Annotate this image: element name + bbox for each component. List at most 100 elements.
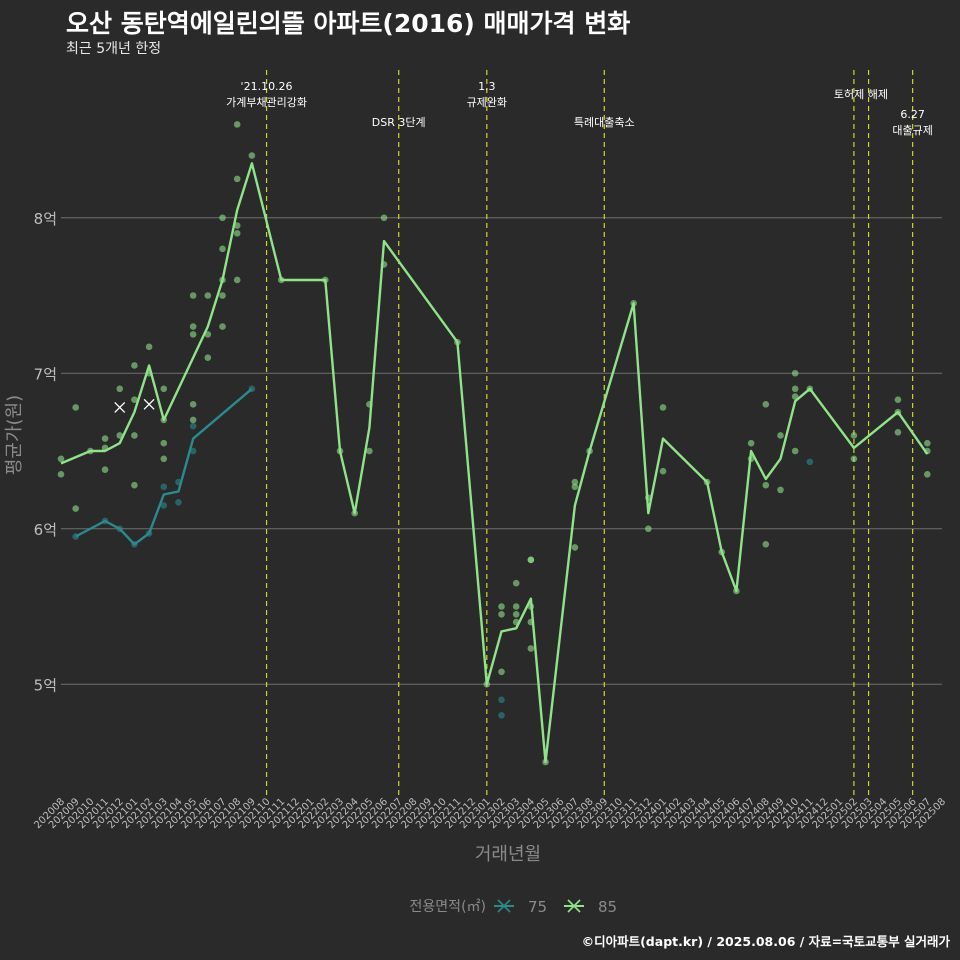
point-series-85 [72,505,79,512]
point-series-85 [498,603,505,610]
point-series-85 [894,396,902,403]
point-series-85 [659,467,667,475]
point-series-85 [571,478,579,486]
point-series-85 [894,429,902,436]
point-series-85 [219,323,226,330]
legend-marker-85 [567,899,581,913]
point-series-85 [791,369,799,377]
point-series-85 [571,483,579,491]
point-series-85 [131,362,138,369]
y-tick-label: 7억 [34,365,57,383]
event-label: '21.10.26 가계부채관리강화 [226,80,307,109]
chart-title: 오산 동탄역에일린의뜰 아파트(2016) 매매가격 변화 [66,9,631,38]
legend-marker-75 [497,899,511,913]
point-series-85 [233,175,241,183]
point-series-85 [498,668,505,676]
point-series-85 [219,245,226,253]
y-tick-label: 5억 [34,676,57,694]
event-label-line: 1.3 [478,80,496,93]
point-series-85 [219,292,226,299]
point-series-85 [512,603,520,610]
legend-label-85: 85 [598,898,617,916]
point-series-85 [131,396,138,403]
point-series-85 [659,404,667,411]
cross-marker-series-85 [143,398,155,410]
legend-title: 전용면적(㎡) [410,899,486,915]
chart-subtitle: 최근 5개년 한정 [66,41,162,57]
point-series-85 [498,610,505,618]
event-label-line: 규제완화 [467,96,507,109]
point-series-85 [777,432,784,439]
event-label-line: DSR 3단계 [372,116,426,129]
point-series-85 [233,276,241,284]
point-series-85 [791,393,799,400]
point-series-85 [189,323,197,330]
legend-label-75: 75 [528,898,547,916]
point-series-85 [762,481,770,489]
line-series-75 [75,387,253,546]
point-series-85 [380,214,388,222]
event-label-line: 특례대출축소 [574,116,635,129]
point-series-85 [160,385,168,393]
point-series-85 [512,579,520,587]
legend: 전용면적(㎡) 75 85 [410,898,618,916]
y-axis-label: 평균가(원) [4,395,25,475]
event-label-line: 토허제 해제 [834,87,888,101]
event-lines [265,70,914,797]
y-tick-label: 6억 [34,521,57,539]
event-label-line: '21.10.26 [241,80,293,93]
point-series-85 [777,486,784,494]
series-lines [60,162,929,764]
line-series-85 [60,162,929,764]
point-series-85 [924,471,931,478]
point-series-85 [233,121,241,128]
event-label: DSR 3단계 [372,116,426,129]
point-series-85 [160,439,168,447]
point-series-85 [850,455,858,463]
point-series-85 [762,541,770,548]
point-series-85 [116,385,124,393]
event-label: 특례대출축소 [574,116,635,129]
gridlines [61,217,942,685]
point-series-85 [747,439,755,447]
point-series-75 [189,422,197,430]
point-series-85 [512,610,520,618]
event-label: 토허제 해제 [834,87,888,101]
x-tick-labels: 2020082020092020102020112020122021012021… [32,796,948,831]
point-series-75 [160,502,168,509]
point-series-85 [645,525,652,533]
point-series-75 [160,483,168,491]
point-series-85 [233,230,241,237]
point-series-85 [101,466,109,473]
point-series-85 [189,292,197,299]
point-series-85 [57,455,65,463]
point-series-85 [72,404,79,411]
point-series-85 [160,455,168,463]
event-label-line: 가계부채관리강화 [226,96,307,109]
point-series-85 [850,432,858,439]
point-series-85 [219,214,226,222]
point-series-85 [189,416,197,424]
event-label: 1.3 규제완화 [467,80,507,109]
point-series-85 [791,385,799,393]
event-label: 6.27 대출규제 [892,108,932,137]
point-series-85 [527,556,535,564]
point-series-85 [571,544,579,551]
point-series-85 [57,471,65,478]
point-series-85 [762,401,770,408]
point-series-85 [131,432,138,439]
point-series-85 [366,447,373,455]
point-series-85 [145,343,153,351]
point-series-75 [498,712,505,719]
event-label-line: 6.27 [900,108,925,121]
point-series-75 [189,447,197,455]
cross-marker-series-75 [114,402,126,413]
point-series-85 [101,435,109,442]
point-series-85 [248,152,256,159]
y-tick-labels: 5억 6억 7억 8억 [34,210,57,695]
y-tick-label: 8억 [34,210,57,228]
point-series-85 [527,645,535,652]
event-label-line: 대출규제 [892,124,932,137]
x-axis-label: 거래년월 [475,844,541,865]
